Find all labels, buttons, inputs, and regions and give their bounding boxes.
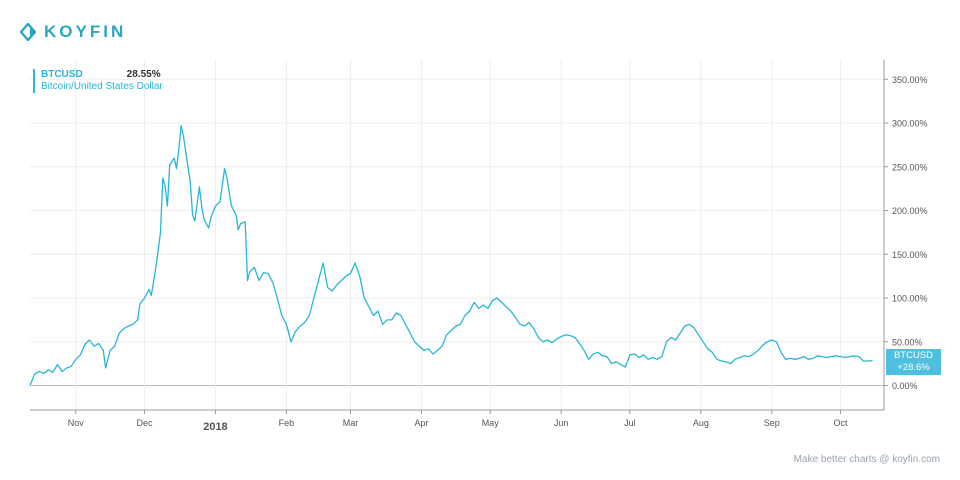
- y-tick-label: 250.00%: [892, 162, 928, 172]
- legend-symbol: BTCUSD: [41, 69, 83, 80]
- x-tick-label: Dec: [136, 418, 153, 428]
- footer-credit: Make better charts @ koyfin.com: [793, 454, 940, 465]
- y-tick-label: 0.00%: [892, 381, 918, 391]
- y-tick-label: 300.00%: [892, 119, 928, 129]
- x-tick-label: Jul: [624, 418, 636, 428]
- badge-symbol: BTCUSD: [893, 350, 934, 361]
- x-tick-label: Mar: [343, 418, 359, 428]
- last-value-badge: BTCUSD +28.6%: [886, 349, 941, 375]
- x-tick-label: Sep: [764, 418, 780, 428]
- legend-description: Bitcoin/United States Dollar: [41, 81, 163, 92]
- y-tick-label: 350.00%: [892, 75, 928, 85]
- x-tick-label: Jun: [554, 418, 569, 428]
- x-tick-label: May: [482, 418, 500, 428]
- y-tick-label: 100.00%: [892, 294, 928, 304]
- y-tick-label: 150.00%: [892, 250, 928, 260]
- grid-lines: [30, 60, 884, 410]
- y-tick-label: 200.00%: [892, 206, 928, 216]
- x-tick-label: Nov: [68, 418, 85, 428]
- koyfin-diamond-icon: [20, 23, 37, 41]
- koyfin-logo: KOYFIN: [20, 22, 126, 42]
- x-tick-label: Feb: [279, 418, 295, 428]
- btcusd-series-line: [29, 124, 873, 386]
- y-tick-label: 50.00%: [892, 337, 923, 347]
- series-layer: [29, 124, 873, 386]
- x-tick-label: Oct: [833, 418, 848, 428]
- x-tick-label: Apr: [415, 418, 429, 428]
- x-tick-label: Aug: [693, 418, 709, 428]
- x-tick-label: 2018: [203, 421, 227, 433]
- legend-value: 28.55%: [126, 69, 161, 80]
- badge-value: +28.6%: [897, 362, 930, 373]
- tick-labels: 0.00% 50.00% 100.00% 150.00% 200.00% 250.00% 3…: [68, 75, 928, 433]
- axes: [30, 60, 888, 414]
- brand-name: KOYFIN: [44, 22, 127, 41]
- series-legend: BTCUSD 28.55% Bitcoin/United States Doll…: [33, 69, 163, 93]
